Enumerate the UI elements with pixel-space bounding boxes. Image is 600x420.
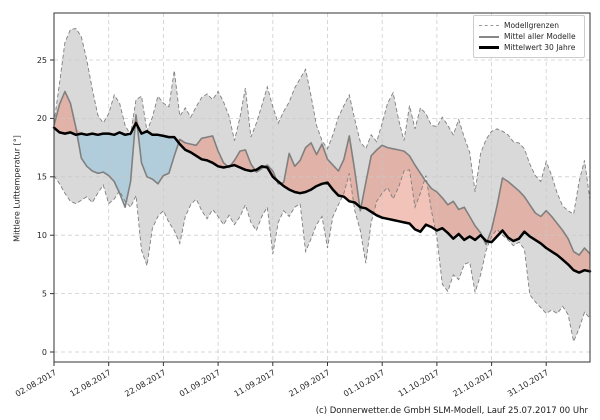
copyright-text: (c) Donnerwetter.de GmbH SLM-Modell, Lau… bbox=[315, 406, 588, 416]
legend-item-mittelwert-30-jahre: Mittelwert 30 Jahre bbox=[479, 42, 578, 53]
y-tick-label: 5 bbox=[42, 289, 47, 298]
warm-anomaly-fill bbox=[54, 91, 590, 273]
y-tick-label: 15 bbox=[37, 173, 47, 182]
y-tick-label: 20 bbox=[37, 114, 47, 123]
cold-anomaly-fill bbox=[54, 123, 590, 273]
x-tick-label: 22.08.2017 bbox=[123, 368, 167, 399]
x-tick-label: 02.08.2017 bbox=[14, 368, 58, 399]
y-tick-label: 25 bbox=[37, 56, 47, 65]
legend-item-mittel-aller-modelle: Mittel aller Modelle bbox=[479, 31, 578, 42]
black-line-icon bbox=[479, 46, 499, 49]
x-tick-label: 01.10.2017 bbox=[342, 368, 386, 399]
y-tick-label: 10 bbox=[37, 231, 47, 240]
dashed-line-icon bbox=[479, 25, 499, 26]
y-axis-label: Mittlere Lufttemperatur [°] bbox=[12, 135, 22, 242]
x-tick-label: 01.09.2017 bbox=[178, 368, 222, 399]
x-tick-label: 11.09.2017 bbox=[233, 368, 277, 399]
plot-frame bbox=[53, 12, 591, 363]
mean-30y-line bbox=[52, 121, 592, 274]
legend-item-modellgrenzen: Modellgrenzen bbox=[479, 20, 578, 31]
x-tick-label: 31.10.2017 bbox=[506, 368, 550, 399]
model-mean-line bbox=[53, 90, 591, 256]
lower-bound-line bbox=[53, 169, 591, 344]
x-tick-label: 11.10.2017 bbox=[397, 368, 441, 399]
legend-label: Modellgrenzen bbox=[504, 21, 559, 30]
chart-legend: Modellgrenzen Mittel aller Modelle Mitte… bbox=[473, 15, 585, 58]
legend-label: Mittelwert 30 Jahre bbox=[504, 43, 576, 52]
gray-line-icon bbox=[479, 35, 499, 38]
x-tick-label: 12.08.2017 bbox=[69, 368, 113, 399]
x-tick-label: 21.10.2017 bbox=[451, 368, 495, 399]
y-tick-label: 0 bbox=[42, 348, 47, 357]
legend-label: Mittel aller Modelle bbox=[504, 32, 576, 41]
x-tick-label: 21.09.2017 bbox=[287, 368, 331, 399]
upper-bound-line bbox=[53, 27, 591, 215]
